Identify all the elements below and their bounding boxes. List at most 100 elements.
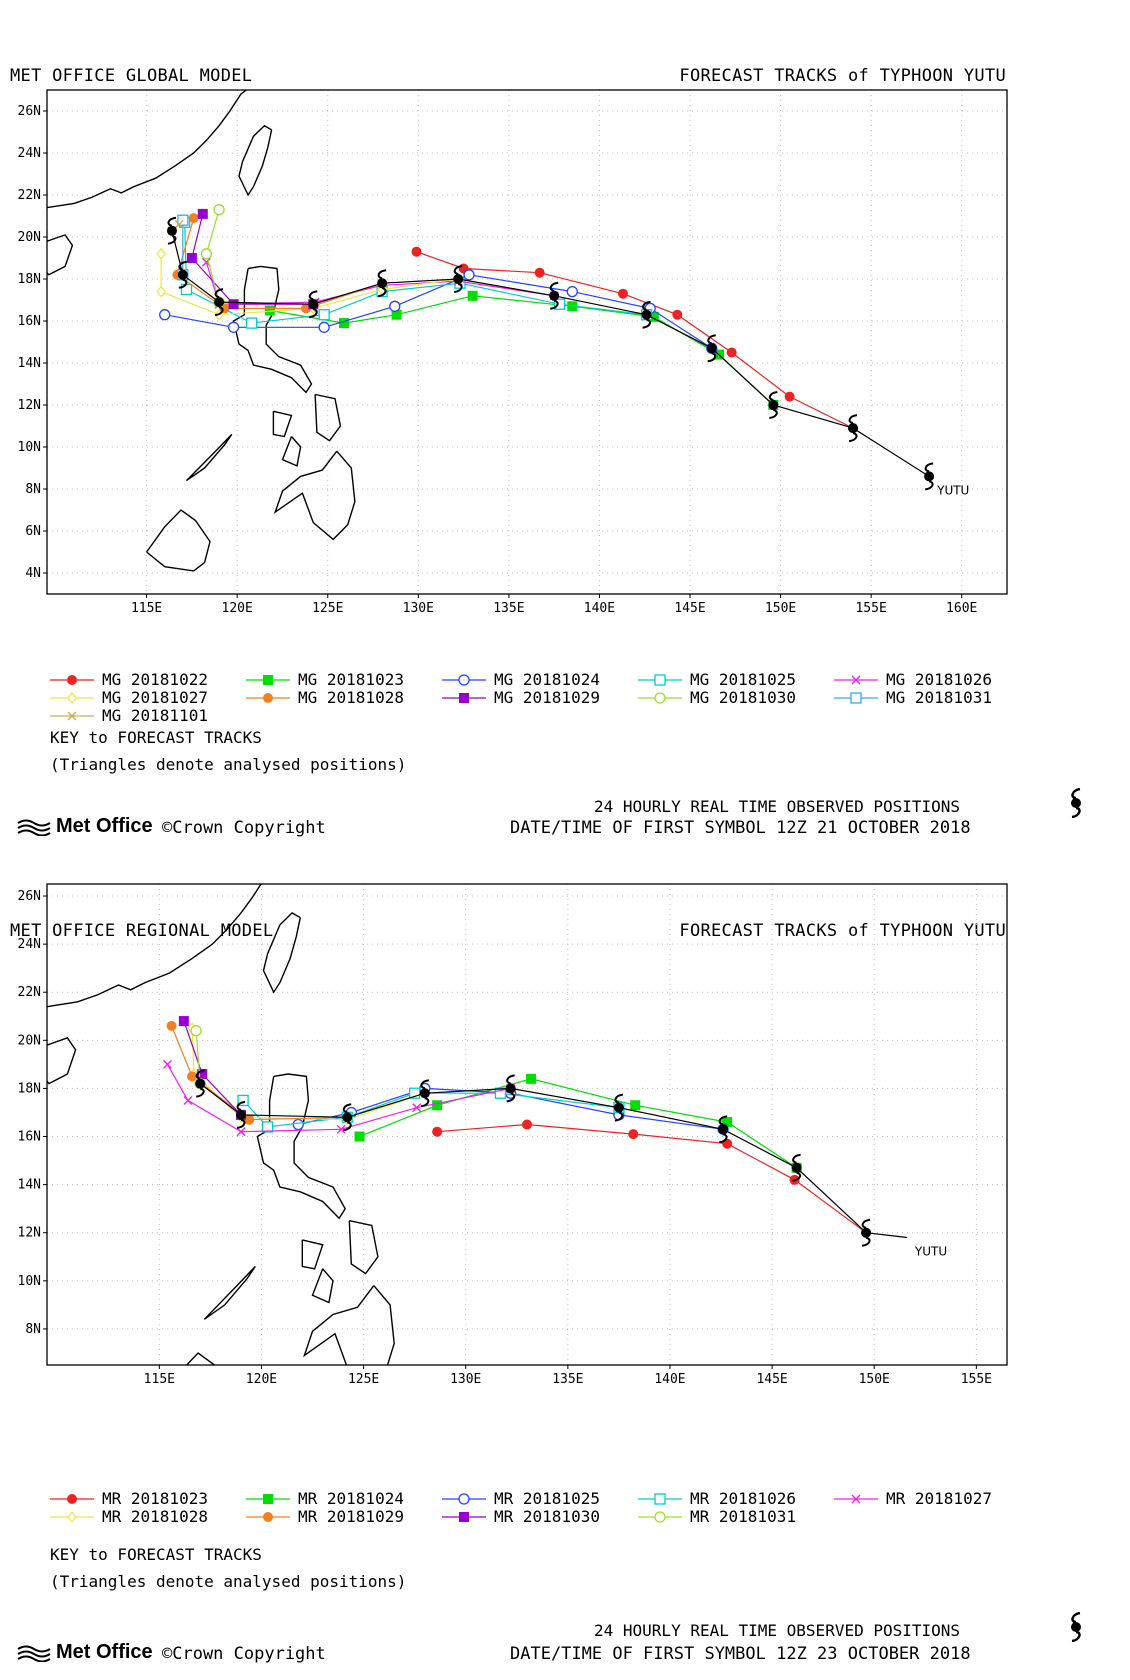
legend-label: MG 20181022 [102,670,208,689]
track-point [166,1020,177,1031]
track-point [409,1087,421,1099]
track-point [336,1124,346,1134]
track-point [190,1025,202,1037]
legend-marker-icon [50,1510,94,1523]
track-line [195,1030,201,1084]
y-tick-label: 16N [18,314,41,329]
x-tick-label: 155E [961,1372,992,1387]
legend-entry: MG 20181027 [50,688,208,707]
legend-marker-icon [638,1510,682,1523]
coastline [203,1265,256,1320]
storm-symbol [768,391,779,419]
x-tick-label: 145E [674,601,705,616]
legend-marker-icon [834,675,878,684]
met-office-waves-icon [17,1645,51,1662]
coastline [273,450,356,541]
coastline [47,90,247,209]
legend-label: MR 20181025 [494,1489,600,1508]
y-tick-label: 6N [25,524,41,539]
gridlines [47,884,1007,1365]
track-line [269,295,774,406]
x-tick-label: 120E [222,601,253,616]
track-point [672,309,683,320]
legend-entry: MG 20181024 [442,670,600,689]
track-point [264,305,275,316]
track-mr-20181028 [187,1022,430,1126]
coastline [348,1220,379,1275]
storm-symbol [377,269,388,298]
storm-symbol [549,281,560,310]
x-tick-label: 140E [584,601,615,616]
legend-label: MR 20181028 [102,1507,208,1526]
legend-marker-icon [50,674,94,685]
legend-entry: MR 20181029 [246,1507,404,1526]
chart-title: MET OFFICE REGIONAL MODEL [10,921,274,941]
y-tick-label: 8N [25,482,41,497]
coastline [185,1352,216,1365]
coastline [262,912,301,994]
legend-marker-icon [246,1493,290,1504]
track-point [159,309,171,321]
legend-entry: MG 20181023 [246,670,404,689]
plot-frame [46,883,1008,1366]
legend-label: MR 20181030 [494,1507,600,1526]
storm-symbol [924,462,935,491]
y-tick-label: 22N [18,985,41,1000]
track-point [292,1118,304,1131]
legend-entry: MR 20181030 [442,1507,600,1526]
track-point [618,288,628,299]
y-tick-label: 20N [18,230,41,245]
legend-label: MR 20181024 [298,1489,404,1508]
track-point [526,1073,537,1084]
track-point [412,1103,422,1113]
coastline [314,393,342,442]
legend: MR 20181023 MR 20181024 MR 20181025 MR 2018… [50,1489,1120,1526]
track-point [411,246,422,257]
coastlines [47,884,395,1365]
legend-entry: MR 20181031 [638,1507,796,1526]
legend-label: MR 20181027 [886,1489,992,1508]
key-note: (Triangles denote analysed positions) [50,755,407,774]
x-tick-label: 135E [493,601,524,616]
x-tick-label: 115E [144,1372,175,1387]
track-point [178,1016,189,1027]
legend-marker-icon [834,1494,878,1503]
track-point [261,1121,274,1133]
legend-entry: MG 20181029 [442,688,600,707]
legend-label: MG 20181023 [298,670,404,689]
legend-entry: MG 20181026 [834,670,992,689]
legend-entry: MR 20181027 [834,1489,992,1508]
legend-label: MG 20181028 [298,688,404,707]
coastline [232,265,313,394]
y-tick-label: 12N [18,398,41,413]
storm-symbol [641,300,652,329]
regional-model-panel: MET OFFICE REGIONAL MODEL FORECAST TRACK… [0,855,1130,1680]
coastline [47,884,262,1008]
y-tick-label: 10N [18,440,41,455]
coastline [186,433,233,482]
legend-row: MG 20181027 MG 20181028 MG 20181029 MG 2018… [50,688,1120,707]
y-tick-label: 26N [18,889,41,904]
track-line [184,222,647,324]
legend-label: MG 20181025 [690,670,796,689]
chart-subtitle: FORECAST TRACKS of TYPHOON YUTU [679,921,1006,941]
track-point [648,311,659,322]
global-model-panel: MET OFFICE GLOBAL MODEL FORECAST TRACKS … [10,66,1120,838]
legend-entry: MR 20181026 [638,1489,796,1508]
y-tick-label: 14N [18,1178,41,1193]
track-mg-20181022 [411,246,859,434]
x-tick-label: 145E [756,1372,787,1387]
legend-marker-icon [638,1492,682,1505]
chart-subtitle: FORECAST TRACKS of TYPHOON YUTU [679,66,1006,86]
storm-symbol [613,1093,624,1122]
legend-marker-icon [442,1511,486,1522]
track-point [522,1119,532,1130]
track-line [171,1025,348,1121]
y-tick-label: 18N [18,272,41,287]
track-point [228,299,239,310]
storm-symbol [419,1079,430,1108]
track-point [432,1126,443,1137]
storm-label: YUTU [936,483,969,497]
track-point [467,290,478,301]
x-tick-label: 130E [403,601,434,616]
